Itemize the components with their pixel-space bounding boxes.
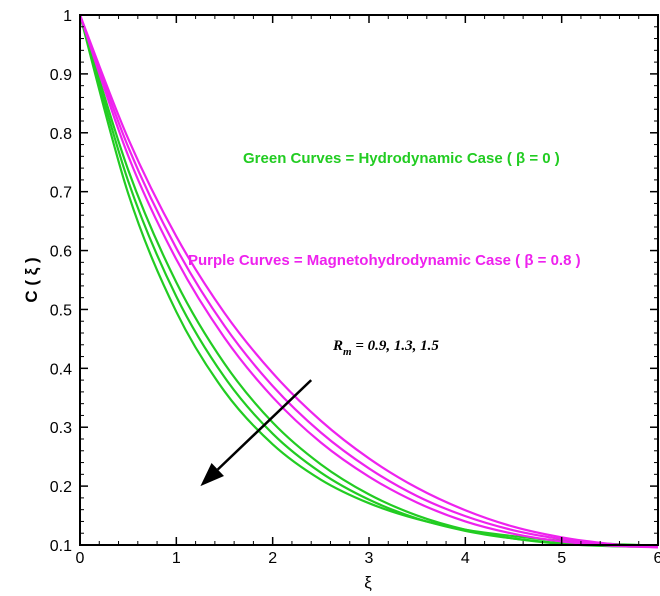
green-curves-note: Green Curves = Hydrodynamic Case ( β = 0… [243, 150, 560, 167]
x-tick-label: 5 [557, 550, 566, 567]
y-axis-title: C ( ξ ) [22, 257, 41, 302]
arrow-head [200, 463, 224, 487]
y-tick-label: 0.5 [50, 302, 72, 319]
y-tick-label: 0.3 [50, 420, 72, 437]
x-tick-label: 0 [76, 550, 85, 567]
y-tick-label: 0.9 [50, 67, 72, 84]
y-tick-label: 0.1 [50, 538, 72, 555]
x-tick-label: 3 [365, 550, 374, 567]
x-tick-label: 1 [172, 550, 181, 567]
y-tick-label: 0.7 [50, 185, 72, 202]
green-curve-2 [78, 14, 659, 548]
decreasing-arrow [216, 379, 313, 471]
x-tick-label: 4 [461, 550, 470, 567]
y-tick-label: 0.4 [50, 361, 72, 378]
x-axis-title: ξ [364, 573, 372, 592]
y-tick-label: 1 [63, 8, 72, 25]
green-curve-1 [78, 14, 659, 547]
y-tick-label: 0.6 [50, 244, 72, 261]
rm-annotation: Rm = 0.9, 1.3, 1.5 [332, 338, 439, 358]
green-curve-3 [78, 14, 659, 548]
x-tick-labels: 0 1 2 3 4 5 6 [76, 550, 660, 567]
purple-curve-1 [78, 14, 659, 549]
curves-layer [78, 14, 659, 549]
x-tick-label: 6 [654, 550, 660, 567]
y-tick-label: 0.8 [50, 126, 72, 143]
x-tick-label: 2 [268, 550, 277, 567]
purple-curves-note: Purple Curves = Magnetohydrodynamic Case… [188, 252, 581, 269]
y-tick-labels: 0.1 0.2 0.3 0.4 0.5 0.6 0.7 0.8 0.9 1 [50, 8, 72, 555]
tick-marks [79, 14, 659, 546]
purple-curve-3 [78, 14, 659, 549]
y-tick-label: 0.2 [50, 479, 72, 496]
purple-curve-2 [78, 14, 659, 548]
plot-frame [79, 14, 659, 546]
